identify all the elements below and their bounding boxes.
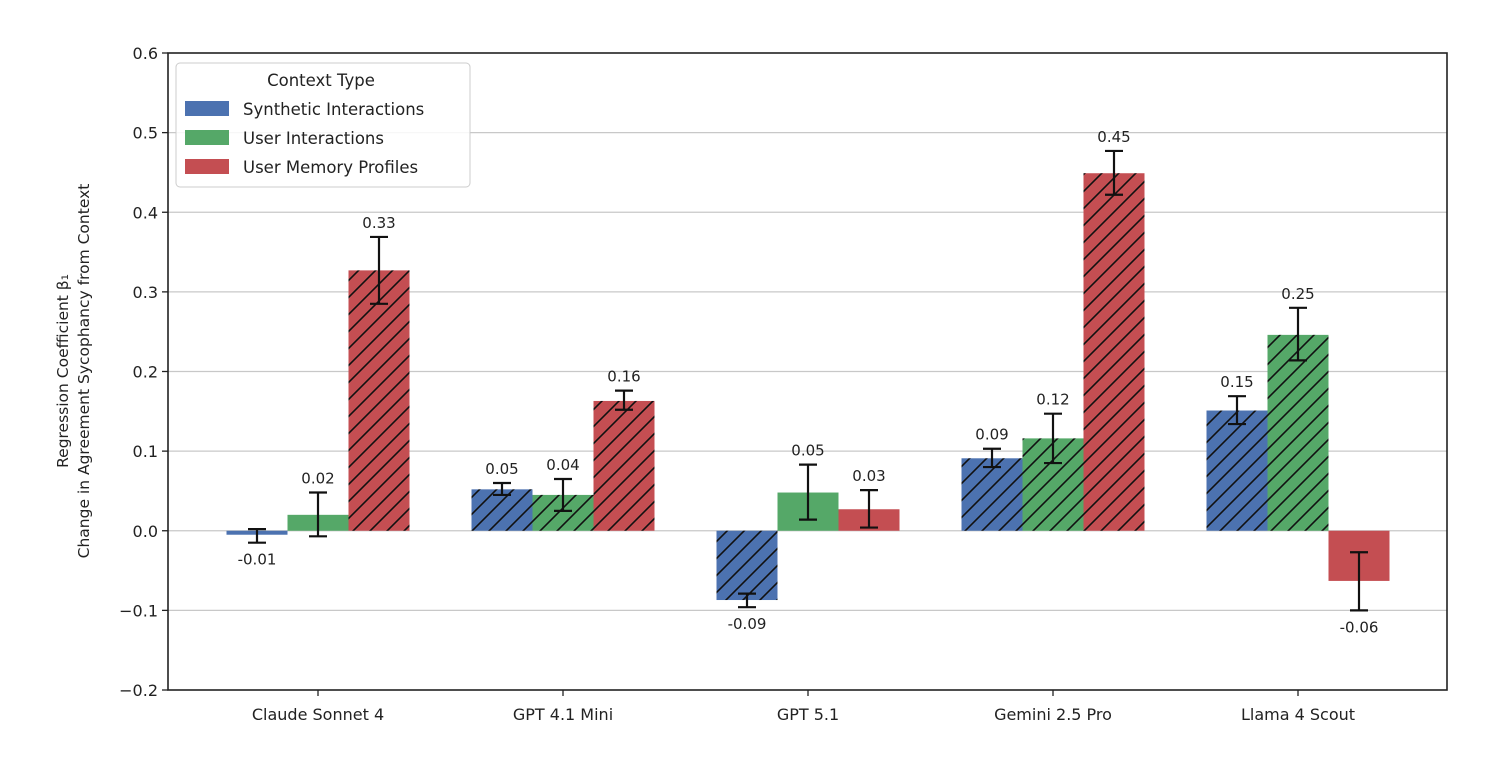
x-tick-label: GPT 4.1 Mini [513, 705, 613, 724]
legend-swatch [185, 101, 229, 116]
y-tick-label: 0.6 [133, 44, 158, 63]
axes: −0.2 −0.1 0.0 0.1 0.2 0.3 0.4 0.5 0.6 Claude Sonn… [119, 44, 1448, 724]
data-labels: -0.01 0.05 -0.09 0.09 0.15 0.02 0.04 0.05 0.12 0.… [238, 128, 1379, 636]
y-tick-label: 0.4 [133, 203, 158, 222]
data-label: -0.06 [1340, 618, 1379, 636]
legend-title: Context Type [267, 71, 375, 90]
legend-label: User Interactions [243, 129, 384, 148]
data-label: 0.12 [1036, 391, 1069, 409]
y-tick-label: 0.5 [133, 124, 158, 143]
y-tick-label: 0.3 [133, 283, 158, 302]
data-label: 0.45 [1097, 128, 1130, 146]
bars [226, 173, 1390, 601]
data-label: 0.16 [607, 368, 640, 386]
bar-hatch [1206, 410, 1268, 531]
y-tick-label: 0.1 [133, 442, 158, 461]
legend-swatch [185, 130, 229, 145]
y-axis-title-line1: Regression Coefficient β₁ [54, 274, 72, 468]
bar-hatch [1083, 173, 1145, 531]
data-label: -0.09 [728, 615, 767, 633]
data-label: 0.02 [301, 470, 334, 488]
y-tick-label: 0.0 [133, 522, 158, 541]
data-label: 0.05 [791, 442, 824, 460]
y-tick-label: 0.2 [133, 363, 158, 382]
bar-hatch [1267, 334, 1329, 531]
data-label: 0.25 [1281, 285, 1314, 303]
x-tick-label: Gemini 2.5 Pro [994, 705, 1112, 724]
y-axis-title-line2: Change in Agreement Sycophancy from Cont… [75, 184, 93, 559]
legend-frame [175, 62, 471, 188]
data-label: 0.05 [485, 460, 518, 478]
bar-hatch [471, 489, 533, 531]
legend-label: Synthetic Interactions [243, 100, 424, 119]
data-label: 0.09 [975, 426, 1008, 444]
y-tick-label: −0.2 [119, 681, 158, 700]
bar-hatch [961, 458, 1023, 531]
bar-hatch [716, 530, 778, 601]
data-label: -0.01 [238, 551, 277, 569]
bar-hatch [348, 270, 410, 531]
error-bars [248, 149, 1368, 612]
bar-hatch [593, 400, 655, 531]
legend-swatch [185, 159, 229, 174]
y-axis-title: Regression Coefficient β₁ Change in Agre… [54, 184, 93, 559]
data-label: 0.33 [362, 214, 395, 232]
y-tick-label: −0.1 [119, 601, 158, 620]
x-tick-label: GPT 5.1 [777, 705, 839, 724]
data-label: 0.04 [546, 456, 579, 474]
data-label: 0.15 [1220, 373, 1253, 391]
data-label: 0.03 [852, 467, 885, 485]
x-tick-label: Llama 4 Scout [1241, 705, 1355, 724]
legend: Context Type Synthetic Interactions User … [175, 62, 471, 188]
legend-label: User Memory Profiles [243, 158, 418, 177]
x-tick-label: Claude Sonnet 4 [252, 705, 384, 724]
